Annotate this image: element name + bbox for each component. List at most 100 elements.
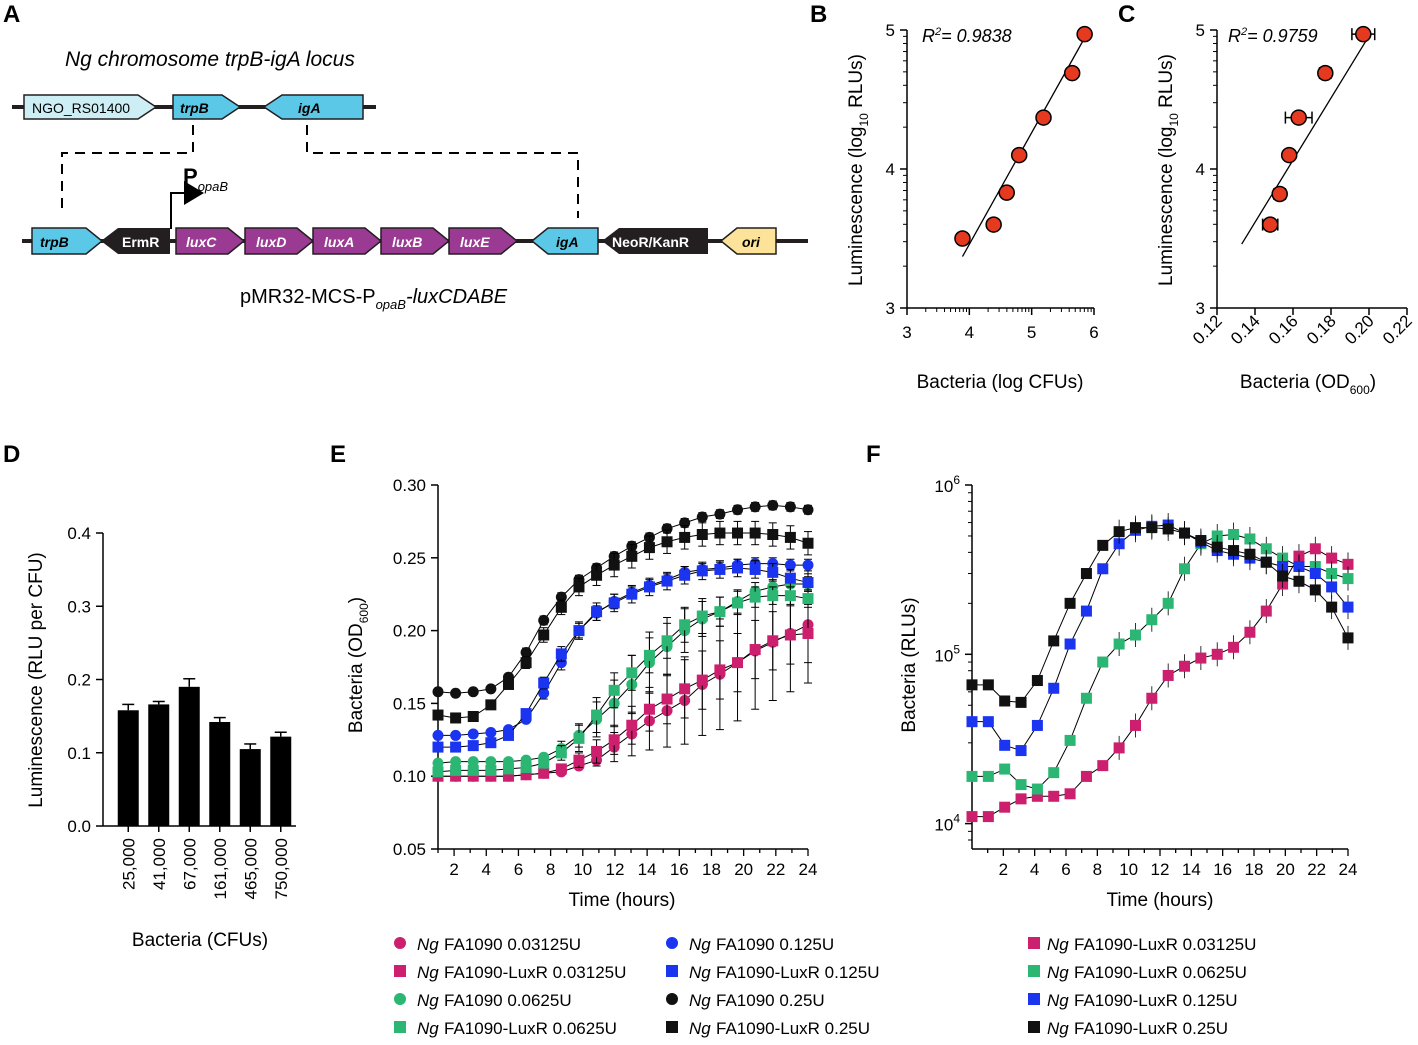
chart-e-point (784, 590, 796, 602)
legend-f-label: FA1090-LuxR 0.0625U (1074, 963, 1247, 982)
chart-f-point (1293, 561, 1305, 573)
chart-e-point (626, 588, 638, 600)
chart-f-xtick-label: 22 (1307, 860, 1326, 879)
gene-luxa (312, 227, 383, 255)
chart-f-point (1277, 570, 1289, 582)
chart-e-point (661, 536, 673, 548)
chart-f-xtick-label: 4 (1030, 860, 1039, 879)
chart-e-xtick-label: 8 (546, 860, 555, 879)
chart-f-point (1260, 543, 1272, 555)
panel-letter-b: B (810, 1, 827, 28)
chart-f-point (1326, 552, 1338, 564)
chart-e-ytick-label: 0.20 (393, 622, 426, 641)
chart-f-xtick-label: 6 (1061, 860, 1070, 879)
chart-e-point (520, 769, 532, 781)
gene-ori (719, 227, 777, 255)
chart-f-point (1015, 745, 1027, 757)
chart-e-xtick-label: 22 (766, 860, 785, 879)
chart-e-point (714, 527, 726, 539)
chart-e-point (467, 711, 479, 723)
chart-f-point (1260, 605, 1272, 617)
chart-c-point (1290, 109, 1307, 126)
chart-e-xtick-label: 16 (670, 860, 689, 879)
chart-e-series-line (437, 595, 809, 773)
chart-f-point (1048, 682, 1060, 694)
chart-e-point (696, 610, 708, 622)
chart-e-point (450, 712, 462, 724)
legend-e-prefix: Ng (689, 1019, 711, 1038)
chart-c-ytick-label: 4 (1196, 160, 1205, 179)
chart-f-point (1113, 742, 1125, 754)
chart-e-point (643, 542, 655, 554)
chart-f-point (982, 679, 994, 691)
chart-e-ylabel: Bacteria (OD600) (346, 597, 371, 733)
chart-f-point (999, 695, 1011, 707)
chart-d-ytick-label: 0.2 (67, 671, 91, 690)
chart-d-xtick-label: 750,000 (272, 838, 291, 899)
chart-e-point (679, 683, 691, 695)
chart-e-point (467, 770, 479, 782)
chart-f-xtick-label: 10 (1119, 860, 1138, 879)
chart-f-point (1097, 539, 1109, 551)
chart-b-fit-line (961, 29, 1090, 257)
chart-f-point (1162, 597, 1174, 609)
legend-f-marker (1028, 937, 1040, 949)
chart-e-point (502, 678, 514, 690)
chart-c-ytick-label: 3 (1196, 299, 1205, 318)
chart-f-series-line (972, 548, 1349, 818)
chart-f-point (1309, 543, 1321, 555)
gene-ngo-rs01400 (23, 94, 158, 120)
chart-e-point (555, 657, 567, 669)
chart-f-point (1326, 568, 1338, 580)
legend-f-prefix: Ng (1047, 963, 1069, 982)
chart-e-point (696, 674, 708, 686)
chart-e-point (661, 575, 673, 587)
chart-e-point (696, 565, 708, 577)
legend-f: Ng FA1090-LuxR 0.03125U Ng FA1090-LuxR 0.06… (1028, 935, 1256, 1038)
chart-f-xtick-label: 18 (1245, 860, 1264, 879)
chart-e-ytick-label: 0.10 (393, 767, 426, 786)
legend-f-label: FA1090-LuxR 0.125U (1074, 991, 1238, 1010)
chart-e-point (467, 740, 479, 752)
chart-e-ytick-label: 0.15 (393, 694, 426, 713)
chart-e-point (784, 629, 796, 641)
chart-d-xtick-label: 465,000 (241, 838, 260, 899)
gene-label-luxc: luxC (186, 234, 217, 250)
chart-b-point (1076, 25, 1093, 43)
chart-e-point (467, 728, 479, 740)
chart-b-xtick-label: 5 (1027, 323, 1036, 342)
chart-e-point (626, 719, 638, 731)
chart-f-point (1064, 788, 1076, 800)
chart-b-ytick-label: 4 (886, 160, 895, 179)
chart-b-xlabel: Bacteria (log CFUs) (917, 372, 1084, 393)
chart-b-xtick-label: 4 (965, 323, 974, 342)
chart-e-point (749, 527, 761, 539)
chart-f-point (1326, 601, 1338, 613)
legend-e-prefix: Ng (689, 963, 711, 982)
locus-title: Ng chromosome trpB-igA locus (65, 48, 355, 71)
chart-f-point (1031, 719, 1043, 731)
chart-e-point (502, 729, 514, 741)
gene-luxe (448, 227, 519, 255)
chart-e-point (555, 747, 567, 759)
chart-d-xtick-label: 25,000 (119, 838, 138, 890)
chart-e-point (696, 511, 708, 523)
chart-e-point (643, 581, 655, 593)
chart-e-point (591, 709, 603, 721)
chart-f-point (1080, 605, 1092, 617)
gene-label-luxd: luxD (256, 234, 286, 250)
chart-f-point (1080, 770, 1092, 782)
gene-iga-construct (530, 227, 599, 255)
chart-e-point (573, 732, 585, 744)
chart-e-point (432, 741, 444, 753)
chart-e-point (538, 614, 550, 626)
chart-e-point (714, 664, 726, 676)
legend-f-prefix: Ng (1047, 935, 1069, 954)
gene-iga-chromosome (262, 94, 364, 120)
chart-e-point (732, 597, 744, 609)
chart-d-ytick-label: 0.0 (67, 817, 91, 836)
chart-f-point (1228, 545, 1240, 557)
chart-d-ytick-label: 0.4 (67, 524, 91, 543)
gene-luxd (244, 227, 315, 255)
chart-e-point (502, 770, 514, 782)
